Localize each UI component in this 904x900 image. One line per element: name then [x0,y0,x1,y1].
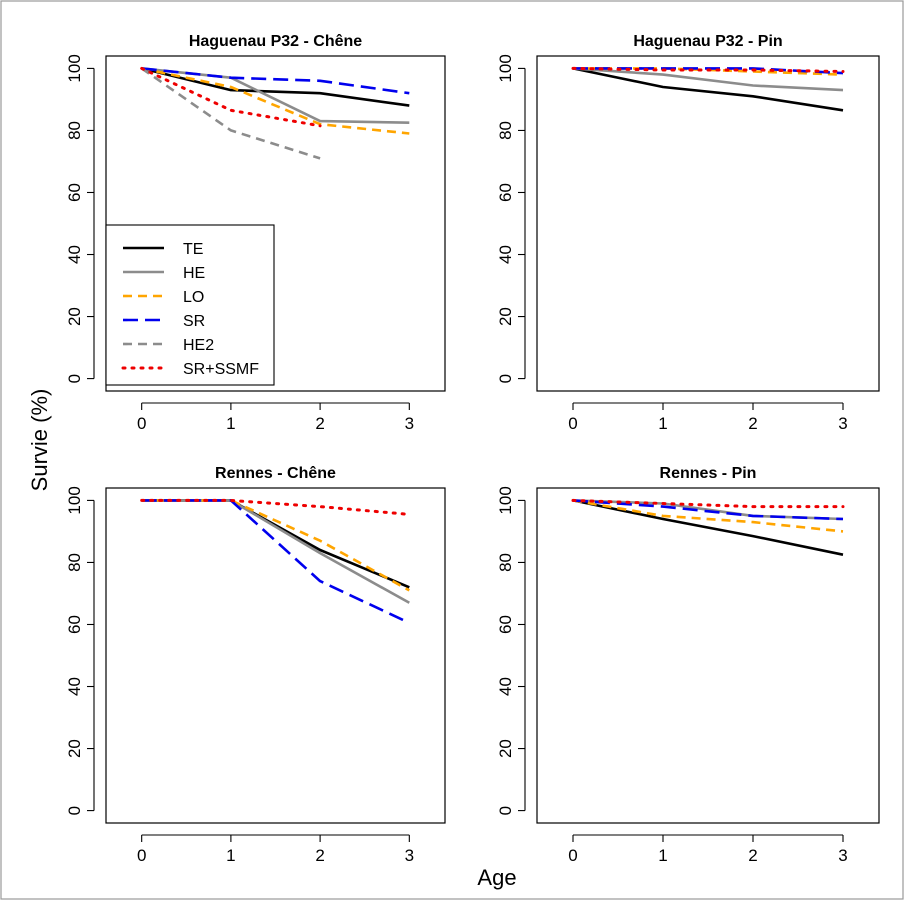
panel-title: Haguenau P32 - Pin [633,33,782,50]
x-tick-label: 0 [137,846,146,865]
x-tick-label: 0 [568,846,577,865]
series-line-sr [572,499,844,521]
x-tick-label: 1 [226,846,235,865]
x-tick-label: 1 [226,414,235,433]
y-tick-label: 80 [496,121,515,140]
x-tick-label: 1 [658,846,667,865]
series-line-lo [141,499,410,592]
series-line-sr-ssmf [571,498,845,509]
x-tick-label: 0 [137,414,146,433]
y-tick-label: 100 [496,54,515,82]
y-tick-label: 80 [65,553,84,572]
legend-label: HE [183,265,205,282]
y-tick-label: 80 [65,121,84,140]
series-line-te [141,67,410,107]
series-line-he2 [140,67,321,160]
y-tick-label: 100 [65,54,84,82]
x-tick-label: 3 [838,846,847,865]
y-tick-label: 40 [65,677,84,696]
series-line-sr [141,67,410,95]
x-tick-label: 3 [405,846,414,865]
y-tick-label: 100 [65,486,84,514]
legend-label: LO [183,289,204,306]
panel-title: Rennes - Pin [660,465,757,482]
series-line-sr-ssmf [571,66,845,73]
y-tick-label: 0 [65,374,84,383]
legend-label: SR [183,313,205,330]
x-tick-label: 2 [748,414,757,433]
y-tick-label: 100 [496,486,515,514]
legend-label: TE [183,241,203,258]
x-tick-label: 1 [658,414,667,433]
x-tick-label: 2 [748,846,757,865]
series-line-he [572,67,844,92]
plot-box [536,55,880,392]
series-line-sr-ssmf [140,498,411,516]
panel-2: Haguenau P32 - Pin 0 1 2 3 0 20 40 60 80 100 [496,33,880,433]
y-tick-label: 60 [496,183,515,202]
plot-box [536,487,880,824]
y-tick-label: 40 [496,677,515,696]
legend: TE HE LO SR HE2 SR+SSMF [105,224,275,386]
y-tick-label: 40 [65,245,84,264]
series-line-te [572,499,844,556]
y-tick-label: 0 [496,806,515,815]
series-line-te [572,67,844,112]
panel-title: Rennes - Chêne [215,465,336,482]
y-tick-label: 60 [496,615,515,634]
plot-box [105,55,446,392]
legend-box [105,224,275,386]
x-axis-label: Age [477,865,516,890]
panel-4: Rennes - Pin 0 1 2 3 0 20 40 60 80 100 [496,465,880,865]
panel-1: Haguenau P32 - Chêne 0 1 2 3 0 20 40 60 80 100 TE HE… [65,33,446,433]
y-tick-label: 60 [65,183,84,202]
y-axis-label: Survie (%) [27,389,52,492]
y-tick-label: 20 [496,739,515,758]
x-tick-label: 0 [568,414,577,433]
panel-title: Haguenau P32 - Chêne [189,33,362,50]
legend-label: HE2 [183,337,214,354]
legend-label: SR+SSMF [183,361,259,378]
x-tick-label: 3 [838,414,847,433]
series-line-he [141,499,410,604]
y-tick-label: 20 [496,307,515,326]
y-tick-label: 0 [496,374,515,383]
series-line-sr-ssmf [140,66,322,128]
panel-3: Rennes - Chêne 0 1 2 3 0 20 40 60 80 100 [65,465,446,865]
series-line-sr [141,499,410,625]
y-tick-label: 20 [65,307,84,326]
y-tick-label: 60 [65,615,84,634]
y-tick-label: 40 [496,245,515,264]
series-line-lo [572,499,844,533]
plot-box [105,487,446,824]
series-line-lo [141,67,410,135]
y-tick-label: 20 [65,739,84,758]
y-tick-label: 80 [496,553,515,572]
y-tick-label: 0 [65,806,84,815]
x-tick-label: 3 [405,414,414,433]
x-tick-label: 2 [315,846,324,865]
x-tick-label: 2 [315,414,324,433]
series-line-te [141,499,410,589]
